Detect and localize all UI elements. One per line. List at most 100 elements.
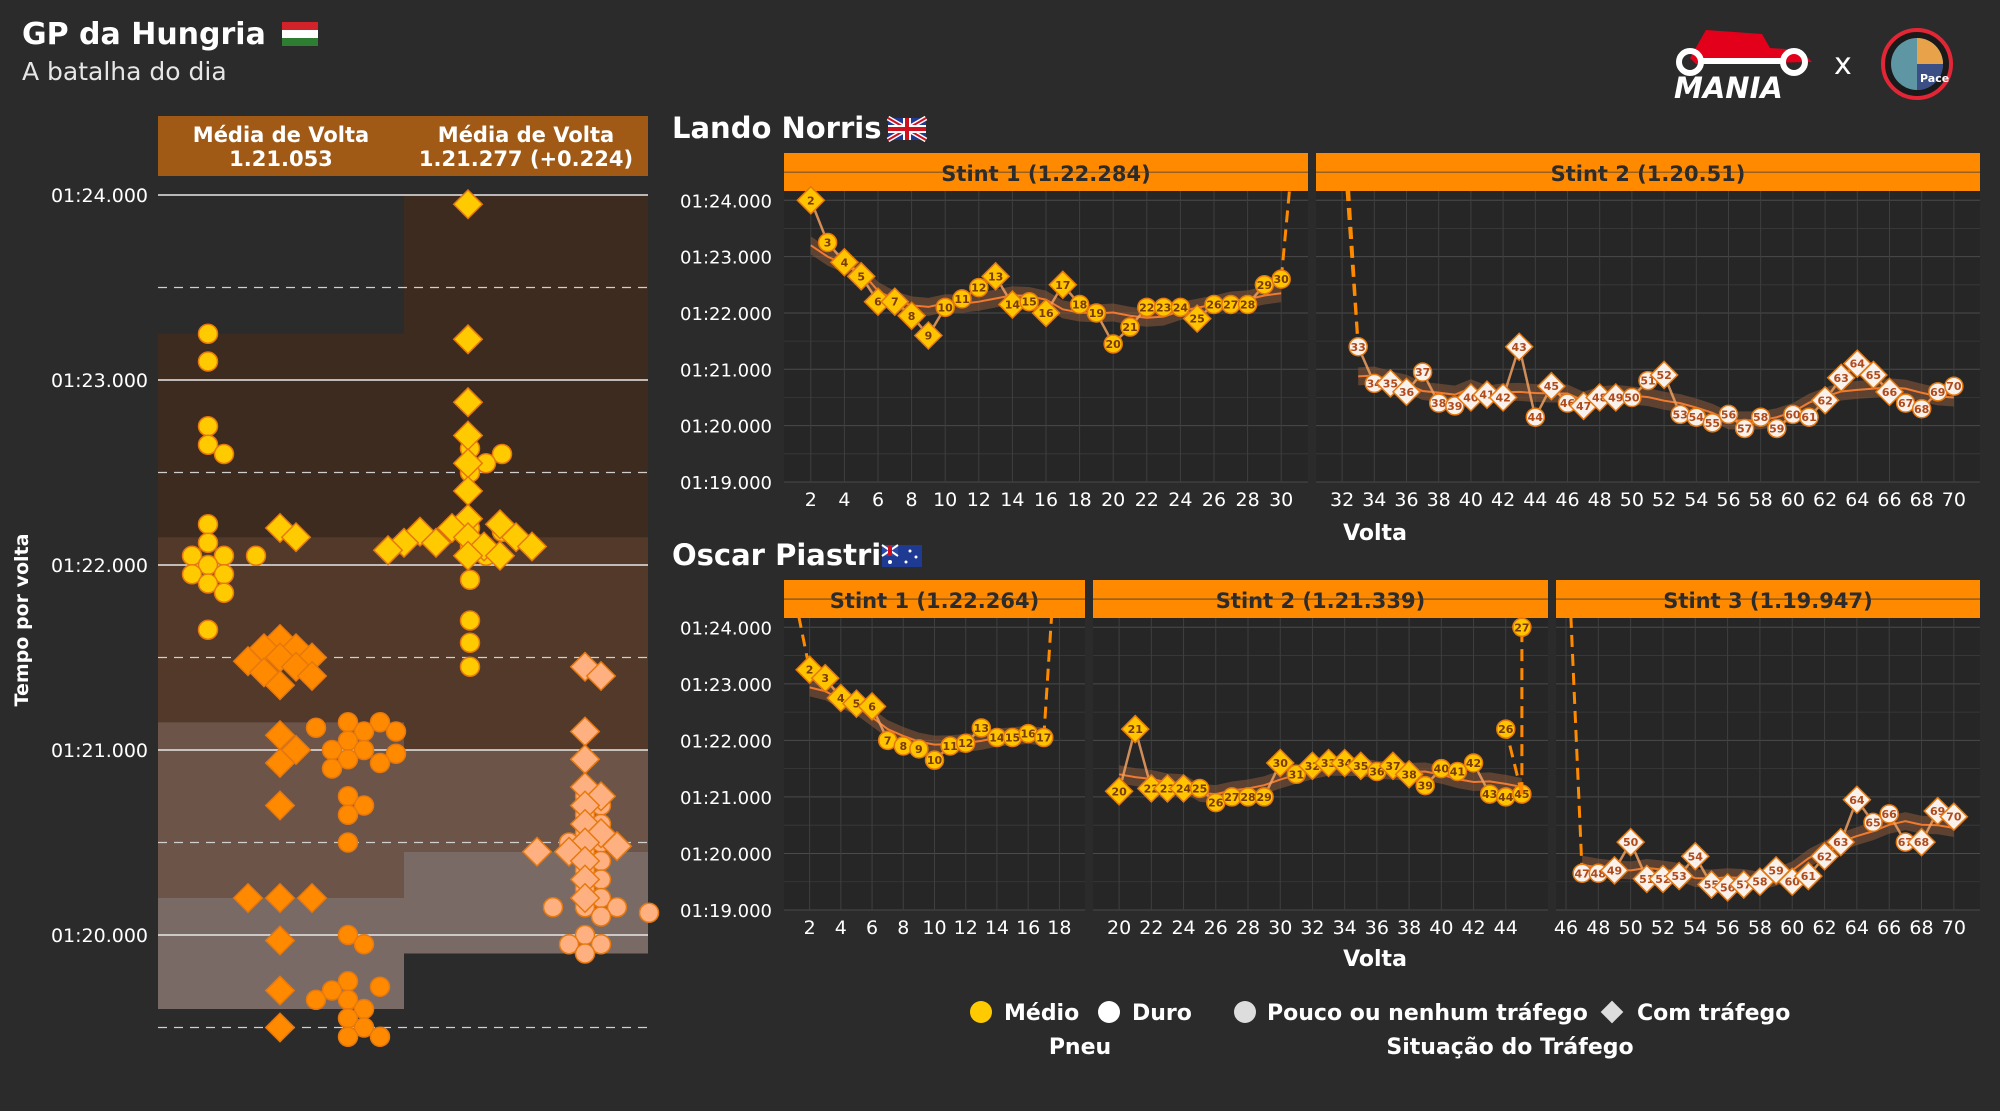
stint-x-tick: 22 — [1135, 489, 1159, 511]
stint-lap-point — [1086, 303, 1107, 323]
stint-lap-label: 36 — [1399, 386, 1415, 399]
stint-lap-label: 8 — [899, 740, 907, 753]
distribution-point — [452, 188, 484, 220]
stint-lap-point — [857, 691, 887, 722]
stint-lap-point — [1048, 270, 1078, 300]
stint-lap-point — [1525, 407, 1546, 427]
stint-x-tick: 24 — [1168, 489, 1192, 511]
stint-x-tick: 26 — [1202, 489, 1226, 511]
stint-lap-point — [1879, 804, 1899, 824]
legend: Médio Duro Pneu Pouco ou nenhum tráfego … — [970, 1000, 1790, 1060]
legend-traffic-swatch — [1600, 1000, 1624, 1024]
distribution-point — [245, 545, 267, 566]
distribution-band — [158, 333, 404, 538]
stint-x-tick: 32 — [1330, 489, 1354, 511]
stint-lap-point — [1799, 407, 1819, 427]
stint-lap-label: 64 — [1849, 794, 1865, 807]
stint-lap-label: 66 — [1882, 386, 1898, 399]
stint-x-tick: 60 — [1781, 489, 1805, 511]
stint-lap-label: 27 — [1223, 299, 1238, 312]
stint-lap-label: 62 — [1817, 394, 1832, 407]
stint-lap-point — [1750, 407, 1771, 427]
distribution-point — [369, 712, 391, 733]
distribution-point — [369, 976, 391, 998]
stint-lap-point — [1718, 404, 1739, 425]
stint-x-tick: 68 — [1910, 489, 1934, 511]
stint-lap-point — [1496, 719, 1516, 739]
legend-medium-swatch — [970, 1001, 992, 1023]
stint-panel — [1316, 191, 1980, 482]
stint-lap-label: 13 — [988, 270, 1003, 283]
stint-lap-point — [955, 733, 976, 753]
stint-lap-label: 65 — [1866, 369, 1881, 382]
stint-x-tick: 6 — [866, 917, 878, 939]
stint-lap-label: 14 — [1005, 299, 1021, 312]
stint-lap-point — [1767, 418, 1787, 439]
stint-lap-point — [796, 185, 826, 215]
stint-x-tick: 18 — [1047, 917, 1071, 939]
stint-lap-label: 33 — [1321, 757, 1336, 770]
stint-lap-label: 3 — [824, 237, 832, 250]
stint-x-tick: 64 — [1845, 917, 1869, 939]
stint-lap-label: 61 — [1801, 870, 1816, 883]
stint-lap-label: 59 — [1768, 864, 1783, 877]
distribution-point — [459, 656, 481, 677]
stint-lap-label: 51 — [1640, 375, 1655, 388]
legend-medium-label: Médio — [1004, 1001, 1079, 1026]
stint-lap-label: 35 — [1353, 760, 1368, 773]
distribution-point — [197, 416, 219, 437]
stint-y-tick: 01:20.000 — [680, 417, 772, 438]
stint-lap-label: 19 — [1089, 307, 1104, 320]
stint-lap-label: 47 — [1575, 867, 1590, 880]
stint-lap-label: 31 — [1289, 768, 1304, 781]
australia-flag-icon — [881, 544, 922, 567]
stint-y-tick: 01:24.000 — [680, 618, 772, 639]
distribution-y-tick: 01:22.000 — [51, 555, 148, 577]
stint-x-tick: 48 — [1588, 489, 1612, 511]
legend-clear-swatch — [1234, 1001, 1256, 1023]
stint-lap-point — [909, 739, 929, 759]
stint-lap-point — [1911, 399, 1932, 419]
stint-pit-line — [1042, 615, 1054, 738]
stint-y-tick: 01:19.000 — [680, 901, 772, 922]
distribution-point — [452, 386, 484, 418]
piastri-avg-title: Média de Volta — [438, 123, 614, 147]
stint-x-tick: 38 — [1427, 489, 1451, 511]
stint-lap-label: 23 — [1160, 782, 1175, 795]
stint-lap-label: 36 — [1369, 765, 1385, 778]
stint-lap-point — [829, 247, 859, 277]
stint-lap-label: 68 — [1914, 403, 1929, 416]
norris-avg-title: Média de Volta — [193, 123, 369, 147]
distribution-point — [590, 934, 612, 955]
distribution-point — [353, 739, 375, 761]
stint-lap-label: 43 — [1512, 341, 1527, 354]
distribution-point — [264, 790, 296, 821]
legend-clear-label: Pouco ou nenhum tráfego — [1267, 1001, 1588, 1026]
stint-x-tick: 28 — [1236, 489, 1260, 511]
stint-lap-label: 16 — [1021, 728, 1037, 741]
stint-lap-label: 14 — [989, 732, 1005, 745]
distribution-point — [542, 897, 564, 918]
stint-lap-label: 54 — [1689, 411, 1705, 424]
distribution-point — [459, 632, 481, 653]
logo-mania-text: MANIA — [1674, 71, 1783, 105]
stint-pit-line — [1279, 188, 1292, 280]
stint-lap-label: 69 — [1930, 386, 1945, 399]
stint-lap-label: 24 — [1176, 782, 1192, 795]
stint-lap-label: 2 — [806, 664, 814, 677]
legend-hard-label: Duro — [1132, 1001, 1192, 1026]
distribution-point — [353, 1017, 375, 1038]
stint-lap-label: 56 — [1721, 408, 1737, 421]
stint-lap-point — [1271, 269, 1291, 289]
distribution-point — [516, 531, 548, 562]
distribution-header-piastri: Média de Volta 1.21.277 (+0.224) — [404, 116, 648, 176]
stint-lap-label: 18 — [1072, 299, 1087, 312]
stint-lap-point — [1826, 363, 1856, 393]
legend-tyre-title: Pneu — [1049, 1035, 1111, 1060]
stint-x-tick: 18 — [1068, 489, 1092, 511]
stint-x-tick: 52 — [1652, 489, 1676, 511]
distribution-point — [232, 882, 264, 914]
stint-lap-label: 50 — [1623, 836, 1639, 849]
stint-lap-label: 5 — [853, 698, 861, 711]
stint-lap-point — [897, 301, 927, 331]
